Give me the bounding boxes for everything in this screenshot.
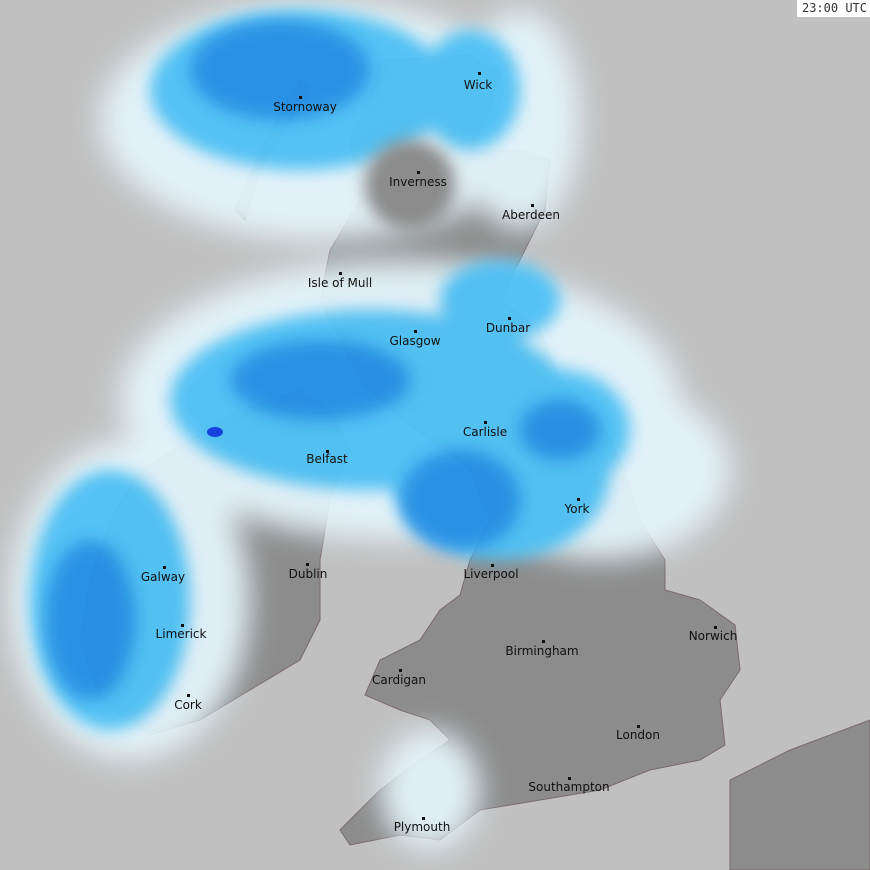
city-dot — [491, 564, 494, 567]
city-dot — [163, 566, 166, 569]
city-dot — [577, 498, 580, 501]
city-dot — [187, 694, 190, 697]
city-dot — [414, 330, 417, 333]
city-label-liverpool: Liverpool — [463, 567, 519, 581]
city-label-inverness: Inverness — [389, 175, 447, 189]
city-dot — [531, 204, 534, 207]
city-dot — [326, 450, 329, 453]
city-dot — [714, 626, 717, 629]
city-label-dublin: Dublin — [288, 567, 328, 581]
city-label-stornoway: Stornoway — [273, 100, 337, 114]
city-dot — [478, 72, 481, 75]
city-label-plymouth: Plymouth — [393, 820, 451, 834]
city-label-cardigan: Cardigan — [372, 673, 426, 687]
city-dot — [484, 421, 487, 424]
city-dot — [508, 317, 511, 320]
city-dot — [422, 817, 425, 820]
city-dot — [299, 96, 302, 99]
continent — [729, 719, 870, 870]
city-label-glasgow: Glasgow — [389, 334, 441, 348]
city-dot — [306, 563, 309, 566]
city-dot — [339, 272, 342, 275]
city-dot — [542, 640, 545, 643]
city-dot — [637, 725, 640, 728]
city-label-galway: Galway — [140, 570, 186, 584]
city-label-limerick: Limerick — [155, 627, 207, 641]
city-label-cork: Cork — [174, 698, 202, 712]
city-label-wick: Wick — [463, 78, 493, 92]
city-label-london: London — [616, 728, 660, 742]
timestamp-label: 23:00 UTC — [796, 0, 870, 17]
city-dot — [568, 777, 571, 780]
city-label-birmingham: Birmingham — [505, 644, 579, 658]
city-label-carlisle: Carlisle — [462, 425, 508, 439]
city-label-norwich: Norwich — [688, 629, 738, 643]
city-label-york: York — [564, 502, 590, 516]
city-dot — [181, 624, 184, 627]
city-dot — [417, 171, 420, 174]
city-label-isle-of-mull: Isle of Mull — [307, 276, 373, 290]
city-label-southampton: Southampton — [528, 780, 610, 794]
city-label-dunbar: Dunbar — [485, 321, 531, 335]
city-dot — [399, 669, 402, 672]
city-label-belfast: Belfast — [306, 452, 348, 466]
precipitation — [10, 0, 730, 850]
city-label-aberdeen: Aberdeen — [502, 208, 560, 222]
